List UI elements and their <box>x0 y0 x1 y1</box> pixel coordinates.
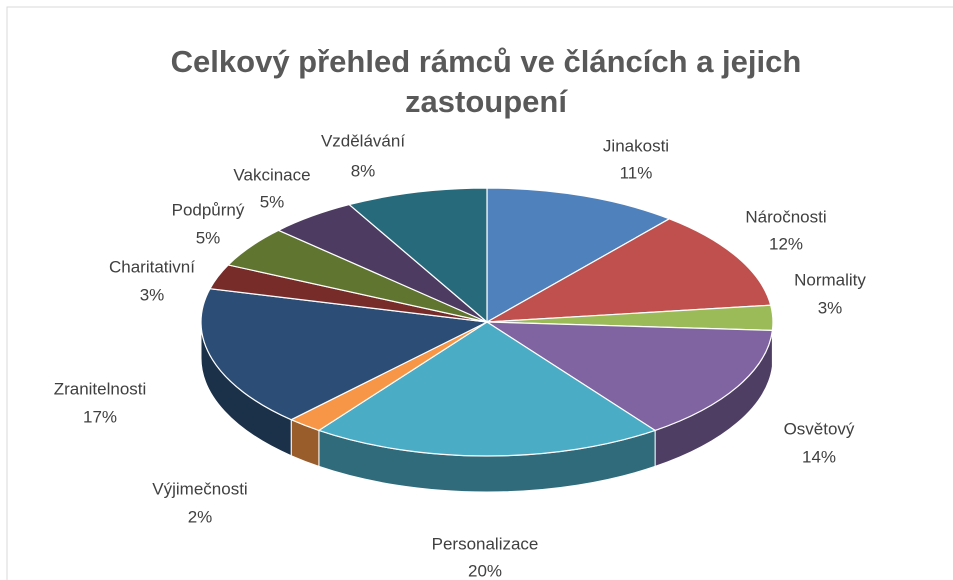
value-label: 3% <box>818 298 843 317</box>
slice <box>200 288 490 421</box>
value-label: 14% <box>802 447 836 466</box>
category-label: Vakcinace <box>233 165 310 184</box>
value-label: 20% <box>468 561 502 580</box>
category-label: Podpůrný <box>172 200 245 219</box>
category-label: Výjimečnosti <box>152 479 247 498</box>
value-label: 5% <box>196 228 221 247</box>
category-label: Osvětový <box>784 419 855 438</box>
value-label: 3% <box>140 285 165 304</box>
value-label: 2% <box>188 507 213 526</box>
category-label: Personalizace <box>432 534 539 553</box>
value-label: 5% <box>260 192 285 211</box>
slice <box>317 321 657 457</box>
category-label: Charitativní <box>109 257 195 276</box>
value-label: 12% <box>769 234 803 253</box>
value-label: 17% <box>83 407 117 426</box>
slice <box>347 187 488 324</box>
chart-frame <box>6 6 953 580</box>
category-label: Náročnosti <box>745 207 826 226</box>
value-label: 8% <box>351 161 376 180</box>
category-label: Vzdělávání <box>321 131 405 150</box>
value-label: 11% <box>620 163 653 182</box>
chart-title: Celkový přehled rámců ve článcích a jeji… <box>170 44 802 119</box>
slice <box>484 321 774 432</box>
category-label: Zranitelnosti <box>54 379 147 398</box>
slice <box>486 218 772 323</box>
slice <box>486 187 671 324</box>
category-label: Normality <box>794 270 866 289</box>
category-label: Jinakosti <box>603 136 669 155</box>
